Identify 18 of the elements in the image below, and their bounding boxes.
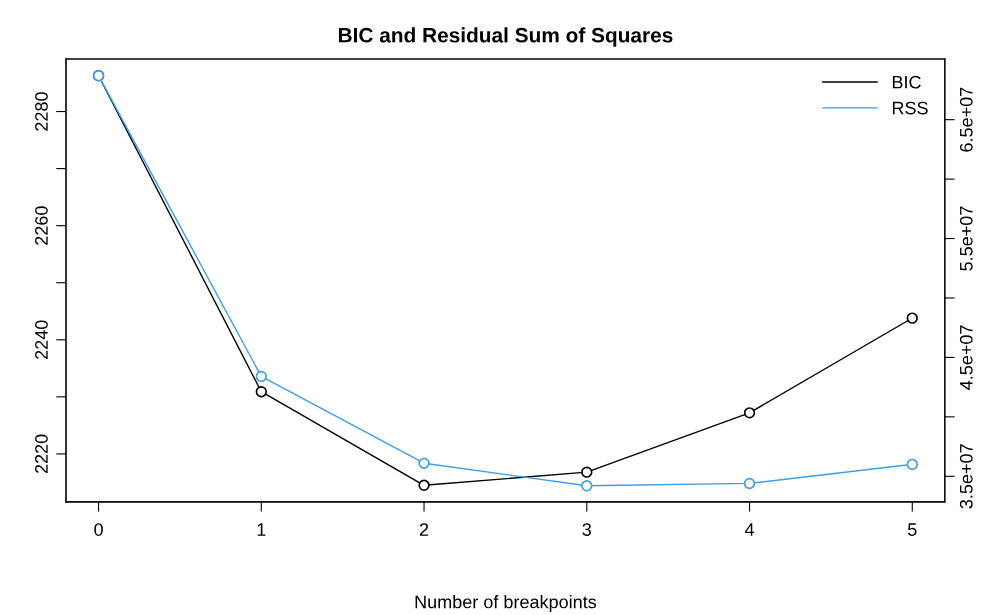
y-tick-label: 2260	[35, 206, 48, 245]
legend-label: BIC	[892, 75, 921, 89]
y-tick-label: 2240	[35, 320, 48, 359]
chart-title: BIC and Residual Sum of Squares	[338, 27, 673, 47]
x-tick-label: 1	[257, 523, 266, 536]
x-tick-label: 3	[582, 523, 592, 536]
y-tick-label: 2280	[35, 92, 48, 131]
y2-tick-label: 5.5e+07	[959, 206, 973, 271]
x-tick-label: 2	[419, 523, 429, 536]
y2-tick-label: 6.5e+07	[959, 87, 973, 152]
legend-label: RSS	[892, 101, 928, 115]
y2-tick-label: 4.5e+07	[959, 325, 973, 390]
y-tick-label: 2220	[35, 434, 48, 474]
x-tick-label: 4	[744, 523, 755, 536]
x-tick-label: 0	[94, 523, 103, 536]
x-axis-title: Number of breakpoints	[415, 595, 597, 612]
x-tick-label: 5	[907, 523, 917, 536]
y2-tick-label: 3.5e+07	[959, 444, 973, 509]
